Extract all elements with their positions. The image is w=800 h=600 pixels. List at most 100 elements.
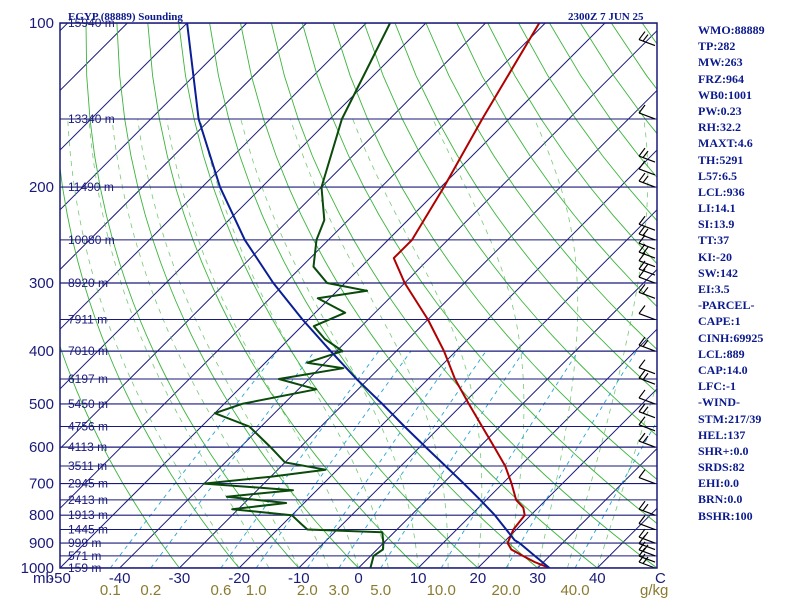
temperature-tick-label: -50 <box>49 570 71 587</box>
index-item: TP:282 <box>698 39 736 54</box>
wind-barb <box>638 500 656 516</box>
isotherm-line <box>537 447 657 568</box>
temperature-tick-label: -10 <box>288 570 310 587</box>
index-item: L57:6.5 <box>698 168 737 183</box>
moist-adiabat-line <box>352 118 483 568</box>
isotherm-line <box>179 89 657 568</box>
isobar-lines <box>60 23 657 568</box>
mixing-ratio-label: 5.0 <box>370 582 391 599</box>
index-item: TH:5291 <box>698 152 744 167</box>
height-label: 1913 m <box>68 508 108 522</box>
index-item: CAP:14.0 <box>698 362 748 377</box>
sounding-profiles <box>186 23 551 568</box>
moist-adiabat-line <box>67 118 240 568</box>
index-item: TT:37 <box>698 233 730 248</box>
pressure-tick-label: 600 <box>29 439 54 456</box>
height-label: 8920 m <box>68 276 108 290</box>
height-label: 15940 m <box>68 16 115 30</box>
wind-barb <box>638 215 656 231</box>
wind-barb <box>638 432 656 448</box>
wind-barb <box>638 469 656 485</box>
wind-barb <box>638 553 656 569</box>
height-label: 4756 m <box>68 419 108 433</box>
plot-frame <box>59 22 658 569</box>
isotherm-line <box>298 209 657 568</box>
sounding-indices-panel: WMO:88889 TP:282 MW:263 FRZ:964 WB0:1001 PW:0… <box>698 22 798 524</box>
isotherm-line <box>477 388 657 568</box>
pressure-tick-label: 400 <box>29 343 54 360</box>
isotherm-line <box>60 23 128 92</box>
wind-barb <box>638 225 656 241</box>
mixing-ratio-label: 2.0 <box>297 582 318 599</box>
index-item: WB0:1001 <box>698 87 752 102</box>
mixing-ratio-unit: g/kg <box>640 582 668 599</box>
mixing-ratio-label: 0.6 <box>210 582 231 599</box>
pressure-tick-label: 900 <box>29 535 54 552</box>
index-item: KI:-20 <box>698 249 732 264</box>
isotherm-line <box>0 23 8 568</box>
wind-barb <box>638 268 656 284</box>
isotherm-line <box>60 23 248 211</box>
mixing-ratio-line <box>574 420 657 568</box>
temperature-tick-label: -30 <box>169 570 191 587</box>
pressure-tick-label: 800 <box>29 507 54 524</box>
height-label: 11490 m <box>68 180 114 194</box>
height-label: 999 m <box>68 536 101 550</box>
index-item: CINH:69925 <box>698 330 764 345</box>
pressure-tick-label: 200 <box>29 179 54 196</box>
mixing-ratio-label: 40.0 <box>560 582 589 599</box>
temperature-tick-label: -40 <box>109 570 131 587</box>
isotherm-line <box>60 23 367 330</box>
isotherm-line <box>60 23 427 390</box>
height-label: 3511 m <box>68 459 107 473</box>
temperature-tick-label: 10 <box>410 570 427 587</box>
height-label: 571 m <box>68 549 101 563</box>
valid-time: 2300Z 7 JUN 25 <box>568 11 644 23</box>
height-label: 2945 m <box>68 477 108 491</box>
index-item: PW:0.23 <box>698 103 742 118</box>
index-item: WMO:88889 <box>698 23 765 37</box>
index-item: MW:263 <box>698 55 743 70</box>
wind-barb <box>638 541 656 557</box>
dry-adiabat-line <box>178 23 479 568</box>
index-item: LCL:936 <box>698 184 745 199</box>
wind-barb <box>638 515 656 531</box>
mixing-ratio-label: 20.0 <box>491 582 520 599</box>
wind-barb <box>638 160 656 176</box>
wind-barb <box>638 416 656 432</box>
moist-adiabat-line <box>567 118 649 568</box>
isotherm-line <box>60 23 486 450</box>
temperature-tick-label: 20 <box>470 570 487 587</box>
height-label: 5450 m <box>68 397 108 411</box>
mixing-ratio-line <box>255 350 412 568</box>
dry-adiabat-line <box>209 23 538 568</box>
height-label: 159 m <box>68 561 101 575</box>
dry-adiabat-line <box>301 23 657 525</box>
temperature-tick-label: -20 <box>228 570 250 587</box>
wind-barb <box>638 283 656 299</box>
wind-barb <box>638 336 656 352</box>
index-item: FRZ:964 <box>698 71 744 86</box>
mixing-ratio-label: 0.2 <box>140 582 161 599</box>
wind-barb <box>638 147 656 163</box>
index-item: -WIND- <box>698 395 740 410</box>
temperature-tick-label: 30 <box>529 570 546 587</box>
moist-adiabat-line <box>200 118 389 568</box>
index-item: SHR+:0.0 <box>698 443 749 458</box>
temperature-tick-label: 0 <box>354 570 362 587</box>
pressure-tick-label: 1000 <box>21 560 54 577</box>
height-label: 7010 m <box>68 344 108 358</box>
index-item: LI:14.1 <box>698 201 736 216</box>
index-item: LCL:889 <box>698 346 745 361</box>
mixing-ratio-label: 1.0 <box>246 582 267 599</box>
index-item: SW:142 <box>698 265 739 280</box>
index-item: BSHR:100 <box>698 508 753 523</box>
mixing-ratio-label: 3.0 <box>328 582 349 599</box>
moist-adiabat-line <box>111 118 300 568</box>
wind-barb <box>638 528 656 544</box>
index-item: -PARCEL- <box>698 298 755 313</box>
index-item: EHI:0.0 <box>698 476 740 491</box>
height-label: 1445 m <box>68 523 108 537</box>
height-label: 13340 m <box>68 112 115 126</box>
